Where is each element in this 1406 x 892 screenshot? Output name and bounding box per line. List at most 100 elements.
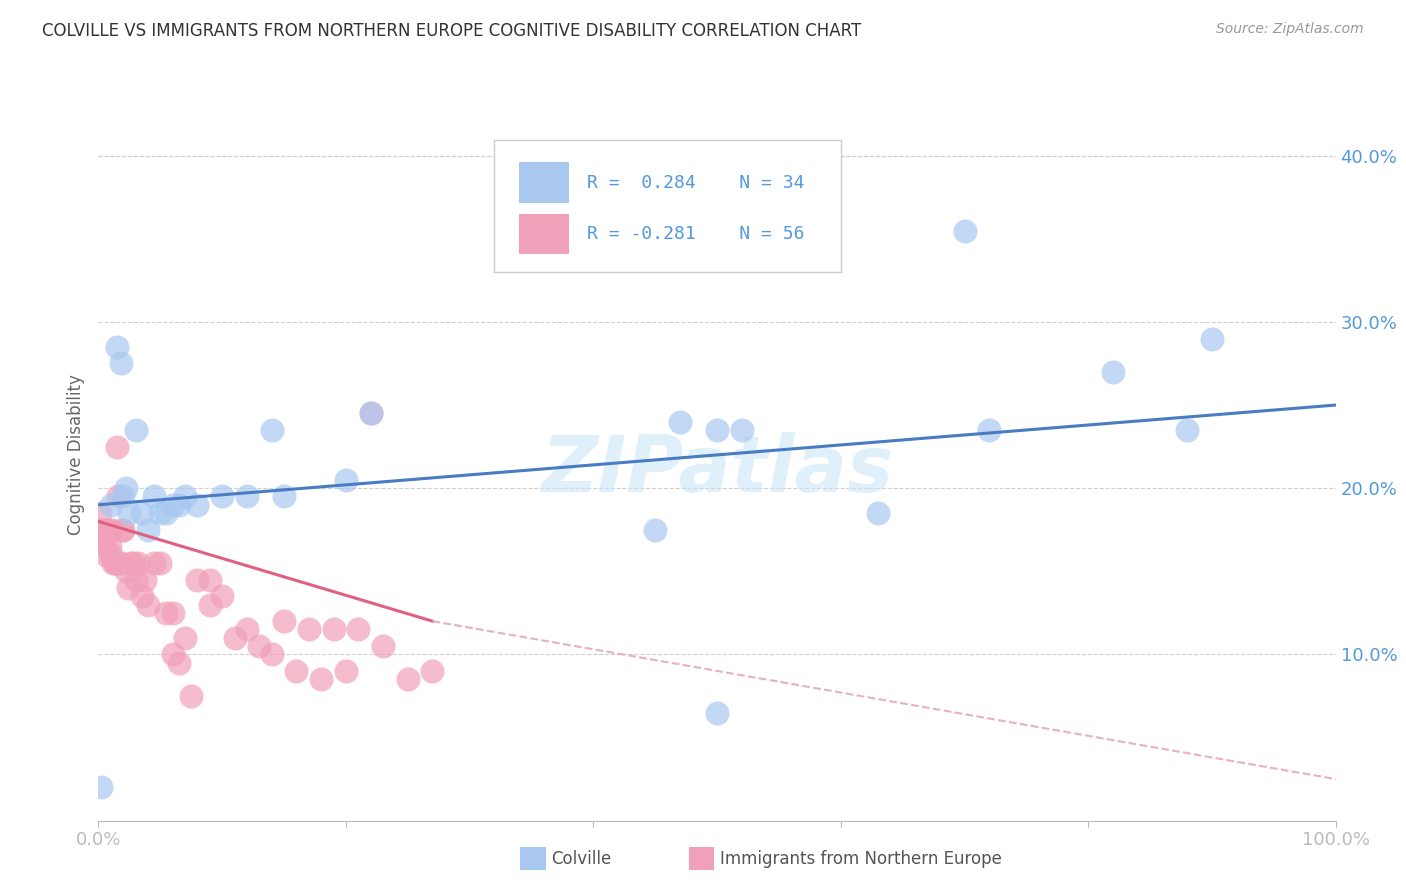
Point	[131, 506, 153, 520]
Point	[211, 490, 233, 504]
Point	[1175, 423, 1198, 437]
Point	[93, 539, 115, 553]
Point	[669, 415, 692, 429]
Point	[149, 506, 172, 520]
Point	[143, 490, 166, 504]
Text: Immigrants from Northern Europe: Immigrants from Northern Europe	[720, 850, 1001, 868]
Point	[124, 423, 146, 437]
Point	[98, 539, 121, 553]
Point	[1201, 332, 1223, 346]
Point	[309, 673, 332, 687]
Point	[335, 473, 357, 487]
Bar	[519, 213, 568, 253]
Point	[167, 498, 190, 512]
Point	[706, 706, 728, 720]
Point	[155, 506, 177, 520]
Point	[90, 523, 112, 537]
Point	[273, 614, 295, 628]
Point	[108, 556, 131, 570]
Point	[103, 556, 125, 570]
Text: Source: ZipAtlas.com: Source: ZipAtlas.com	[1216, 22, 1364, 37]
Point	[260, 423, 283, 437]
Point	[114, 481, 136, 495]
Point	[105, 340, 128, 354]
Point	[731, 423, 754, 437]
Point	[706, 423, 728, 437]
Point	[89, 506, 111, 520]
Point	[335, 664, 357, 678]
Point	[131, 589, 153, 603]
Point	[347, 623, 370, 637]
Point	[104, 556, 127, 570]
Point	[1102, 365, 1125, 379]
Point	[162, 648, 184, 662]
Point	[107, 490, 129, 504]
Point	[162, 606, 184, 620]
Text: ZIPatlas: ZIPatlas	[541, 432, 893, 508]
Point	[198, 573, 221, 587]
Point	[953, 223, 976, 237]
FancyBboxPatch shape	[495, 140, 841, 272]
Point	[111, 523, 134, 537]
Point	[422, 664, 444, 678]
Point	[110, 356, 132, 370]
Point	[180, 689, 202, 703]
Point	[91, 523, 114, 537]
Point	[167, 656, 190, 670]
Point	[186, 498, 208, 512]
Point	[360, 406, 382, 420]
Text: COLVILLE VS IMMIGRANTS FROM NORTHERN EUROPE COGNITIVE DISABILITY CORRELATION CHA: COLVILLE VS IMMIGRANTS FROM NORTHERN EUR…	[42, 22, 862, 40]
Point	[117, 581, 139, 595]
Point	[96, 523, 118, 537]
Point	[120, 556, 142, 570]
Point	[298, 623, 321, 637]
Point	[118, 506, 141, 520]
Point	[101, 523, 124, 537]
Point	[979, 423, 1001, 437]
Point	[93, 531, 115, 545]
Point	[134, 573, 156, 587]
Point	[112, 523, 135, 537]
Point	[174, 631, 197, 645]
Point	[124, 573, 146, 587]
Point	[360, 406, 382, 420]
Text: R =  0.284    N = 34: R = 0.284 N = 34	[588, 174, 804, 192]
Point	[174, 490, 197, 504]
Point	[186, 573, 208, 587]
Text: R = -0.281    N = 56: R = -0.281 N = 56	[588, 225, 804, 243]
Point	[97, 523, 120, 537]
Point	[236, 623, 259, 637]
Point	[285, 664, 308, 678]
Point	[211, 589, 233, 603]
Point	[136, 523, 159, 537]
Point	[162, 498, 184, 512]
Point	[198, 598, 221, 612]
Point	[224, 631, 246, 645]
Point	[260, 648, 283, 662]
Point	[247, 639, 270, 653]
Point	[112, 490, 135, 504]
Point	[155, 606, 177, 620]
Point	[122, 556, 145, 570]
Point	[100, 548, 122, 562]
Point	[90, 780, 112, 795]
Point	[103, 556, 125, 570]
Point	[866, 506, 889, 520]
Point	[94, 548, 117, 562]
Point	[396, 673, 419, 687]
Point	[100, 498, 122, 512]
Point	[136, 598, 159, 612]
Point	[143, 556, 166, 570]
Point	[322, 623, 344, 637]
Point	[127, 556, 149, 570]
Point	[644, 523, 666, 537]
Point	[149, 556, 172, 570]
Point	[236, 490, 259, 504]
Point	[273, 490, 295, 504]
Bar	[519, 162, 568, 202]
Y-axis label: Cognitive Disability: Cognitive Disability	[66, 375, 84, 535]
Point	[105, 440, 128, 454]
Point	[110, 556, 132, 570]
Point	[114, 564, 136, 578]
Point	[371, 639, 394, 653]
